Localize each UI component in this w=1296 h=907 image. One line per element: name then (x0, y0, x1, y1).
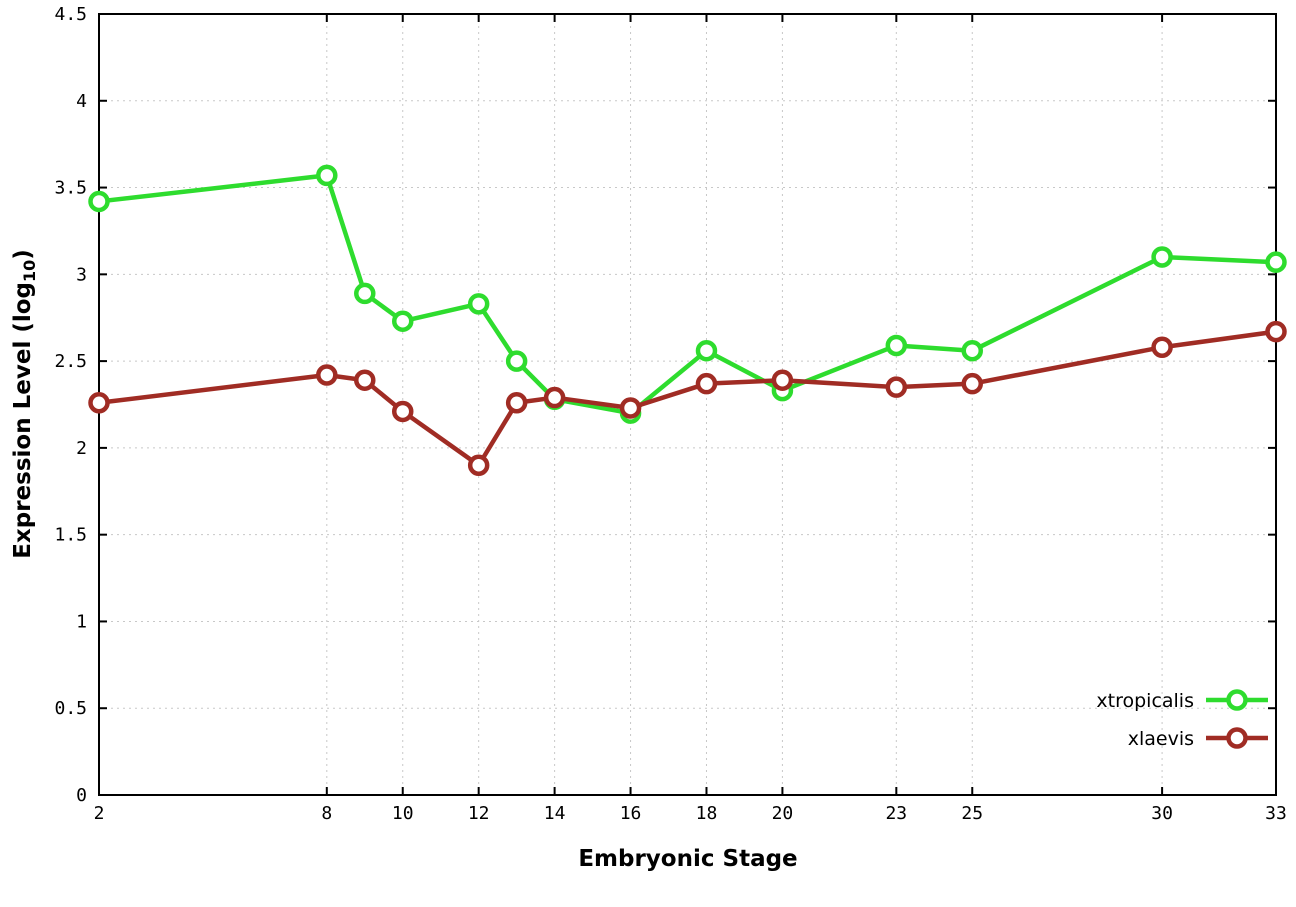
data-point-xlaevis (619, 397, 642, 419)
data-point-xlaevis (505, 392, 528, 414)
y-tick-label: 3.5 (54, 178, 87, 199)
data-point-xtropicalis (1151, 246, 1173, 268)
x-tick-label: 18 (696, 803, 718, 824)
y-tick-label: 0 (76, 785, 87, 806)
data-point-xtropicalis (1265, 251, 1287, 273)
y-tick-label: 2 (76, 438, 87, 459)
data-series (88, 164, 1287, 476)
data-point-xtropicalis (961, 339, 984, 362)
legend-label-xtropicalis: xtropicalis (1096, 690, 1194, 712)
legend: xtropicalis xlaevis (1096, 689, 1268, 750)
y-tick-label: 4.5 (54, 4, 87, 25)
data-point-xtropicalis (505, 350, 528, 372)
x-tick-label: 2 (94, 803, 105, 824)
data-point-xlaevis (354, 369, 376, 391)
x-tick-label: 12 (468, 803, 490, 824)
legend-label-xlaevis: xlaevis (1128, 728, 1194, 750)
data-point-xlaevis (391, 400, 414, 423)
data-point-xtropicalis (885, 334, 908, 357)
data-point-xlaevis (543, 386, 566, 409)
y-tick-label: 2.5 (54, 351, 87, 372)
axis-ticks (98, 13, 1277, 796)
data-point-xtropicalis (467, 293, 490, 315)
y-tick-label: 4 (76, 91, 87, 112)
x-tick-label: 8 (321, 803, 332, 824)
x-tick-label: 10 (392, 803, 414, 824)
x-axis-label: Embryonic Stage (578, 846, 797, 872)
data-point-xlaevis (885, 376, 908, 398)
data-point-xlaevis (316, 364, 338, 386)
data-point-xlaevis (695, 372, 718, 395)
y-tick-label: 1.5 (54, 525, 87, 546)
data-point-xlaevis (771, 369, 794, 391)
y-tick-label: 0.5 (54, 698, 87, 719)
legend-marker-xtropicalis (1226, 689, 1248, 711)
y-axis-label: Expression Level (log10) (10, 249, 39, 559)
x-tick-label: 25 (961, 803, 983, 824)
x-tick-label: 33 (1265, 803, 1287, 824)
data-point-xtropicalis (354, 282, 376, 305)
y-tick-label: 1 (76, 611, 87, 632)
x-tick-label: 14 (544, 803, 566, 824)
series-line-xlaevis (96, 329, 1279, 468)
y-tick-label: 3 (76, 264, 87, 285)
axis-tick-labels: 2 8 10 12 14 16 18 20 23 25 30 33 0 0.5 1 1.5 2 2.5 3 3.5 4 4… (54, 4, 1286, 824)
data-point-xlaevis (1265, 320, 1287, 343)
series-line-xtropicalis (96, 173, 1279, 416)
plot-border-rect (98, 13, 1277, 796)
data-point-xlaevis (961, 372, 984, 395)
data-point-xlaevis (467, 454, 490, 476)
legend-marker-xlaevis (1226, 727, 1248, 749)
x-tick-label: 30 (1151, 803, 1173, 824)
data-point-xtropicalis (316, 164, 338, 187)
x-tick-label: 23 (885, 803, 907, 824)
data-point-xtropicalis (391, 310, 414, 332)
x-tick-label: 16 (620, 803, 642, 824)
grid-lines (98, 13, 1277, 796)
y-axis-label-text: Expression Level (log10) (10, 249, 39, 559)
data-point-xtropicalis (695, 339, 718, 362)
data-point-xtropicalis (88, 190, 110, 213)
plot-border (98, 13, 1277, 796)
data-point-xlaevis (88, 392, 110, 414)
x-tick-label: 20 (772, 803, 794, 824)
data-point-xlaevis (1151, 336, 1173, 358)
